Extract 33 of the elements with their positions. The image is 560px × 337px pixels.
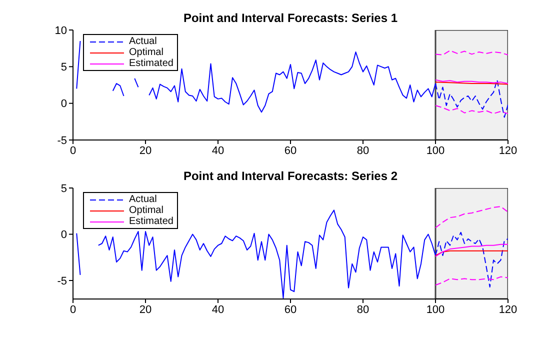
legend-label: Estimated: [129, 216, 174, 227]
legend-label: Optimal: [129, 205, 164, 216]
line-series: [435, 276, 508, 286]
line-series: [435, 206, 508, 228]
x-tick-label: 60: [284, 304, 297, 316]
x-tick-label: 40: [212, 304, 224, 316]
x-tick-label: 20: [139, 304, 152, 316]
y-tick-label: 5: [60, 182, 67, 195]
line-series: [435, 244, 508, 257]
x-tick-label: 120: [498, 304, 518, 316]
y-tick-label: 0: [60, 229, 67, 242]
legend-label: Optimal: [129, 47, 164, 58]
x-tick-label: 20: [139, 144, 152, 157]
legend-label: Estimated: [129, 58, 174, 69]
x-tick-label: 80: [356, 144, 370, 157]
chart-title: Point and Interval Forecasts: Series 1: [182, 11, 399, 25]
x-tick-label: 80: [356, 304, 370, 316]
chart-title: Point and Interval Forecasts: Series 2: [182, 169, 399, 183]
y-tick-label: 5: [60, 62, 67, 74]
y-tick-label: 10: [54, 24, 67, 37]
x-tick-label: 100: [426, 304, 445, 316]
x-tick-label: 120: [498, 144, 518, 157]
y-tick-label: -5: [57, 275, 67, 288]
legend-label: Actual: [129, 36, 157, 47]
x-tick-label: 40: [212, 144, 224, 157]
x-tick-label: 60: [284, 144, 297, 157]
y-tick-label: -5: [57, 134, 67, 147]
x-tick-label: 100: [426, 144, 445, 157]
x-tick-label: 0: [70, 144, 76, 157]
legend-label: Actual: [129, 194, 157, 205]
line-series: [435, 105, 508, 114]
x-tick-label: 0: [70, 304, 76, 316]
y-tick-label: 0: [60, 98, 67, 110]
